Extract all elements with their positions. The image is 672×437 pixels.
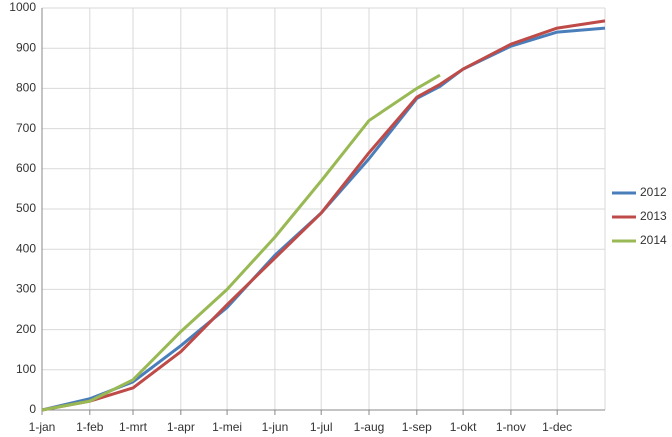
y-tick-label: 200	[16, 322, 36, 336]
y-tick-label: 100	[16, 362, 36, 376]
y-tick-label: 700	[16, 121, 36, 135]
legend-label: 2014	[640, 233, 667, 247]
x-tick-label: 1-nov	[496, 420, 526, 434]
y-tick-label: 500	[16, 201, 36, 215]
series-line	[41, 19, 606, 412]
y-tick-label: 800	[16, 81, 36, 95]
legend-label: 2012	[640, 185, 667, 199]
y-tick-label: 300	[16, 282, 36, 296]
legend-label: 2013	[640, 209, 667, 223]
x-tick-label: 1-feb	[76, 420, 104, 434]
x-tick-label: 1-okt	[450, 420, 477, 434]
x-tick-label: 1-aug	[354, 420, 385, 434]
series-line	[41, 26, 606, 412]
x-tick-label: 1-sep	[402, 420, 432, 434]
series-line	[41, 73, 441, 412]
x-tick-label: 1-jun	[262, 420, 289, 434]
x-tick-label: 1-jan	[29, 420, 56, 434]
y-tick-label: 0	[29, 402, 36, 416]
x-tick-label: 1-apr	[167, 420, 195, 434]
y-tick-label: 600	[16, 161, 36, 175]
y-tick-label: 900	[16, 40, 36, 54]
x-tick-label: 1-mei	[212, 420, 242, 434]
y-tick-label: 400	[16, 241, 36, 255]
x-tick-label: 1-jul	[310, 420, 333, 434]
x-tick-label: 1-mrt	[119, 420, 148, 434]
y-tick-label: 1000	[9, 0, 36, 14]
x-tick-label: 1-dec	[542, 420, 572, 434]
